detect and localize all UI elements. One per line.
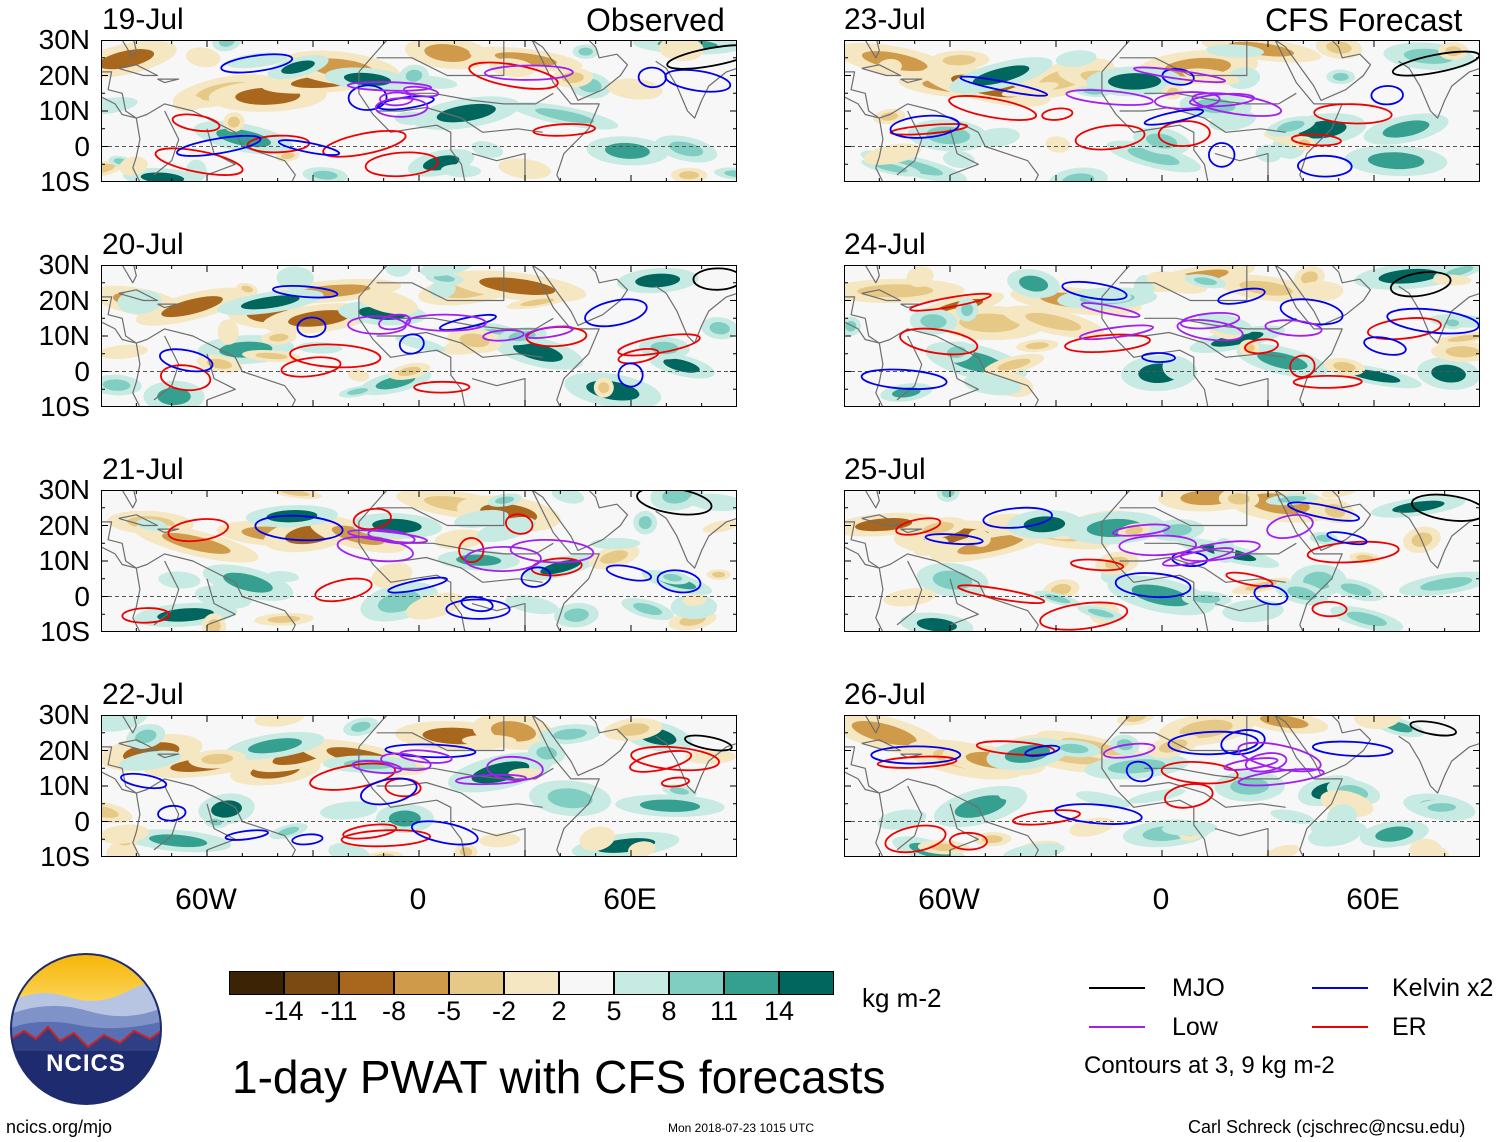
lat-label: 10S <box>40 166 90 197</box>
legend-swatch-mjo <box>1089 987 1145 989</box>
legend-label-kelvin: Kelvin x2 <box>1392 974 1494 1002</box>
lat-label: 10S <box>40 841 90 872</box>
website-link[interactable]: ncics.org/mjo <box>6 1117 113 1137</box>
date-label: 24-Jul <box>844 228 926 261</box>
date-label: 19-Jul <box>102 3 184 36</box>
date-label: 20-Jul <box>102 228 184 261</box>
pwat-map <box>844 40 1480 182</box>
ncics-logo <box>10 953 162 1105</box>
date-label: 25-Jul <box>844 453 926 486</box>
map-panel-forecast-4 <box>844 715 1480 857</box>
colorbar-tick: -14 <box>264 996 304 1026</box>
legend-label-mjo: MJO <box>1172 974 1225 1002</box>
legend-swatch-low <box>1089 1026 1145 1028</box>
lat-label: 20N <box>38 734 90 766</box>
timestamp: Mon 2018-07-23 1015 UTC <box>668 1121 815 1135</box>
lon-label: 60E <box>603 883 657 916</box>
map-panel-forecast-1 <box>844 40 1480 182</box>
lat-label: 20N <box>38 284 90 316</box>
lat-label: 10N <box>38 320 90 351</box>
pwat-map <box>101 715 737 857</box>
legend-swatch-kelvin <box>1312 987 1368 989</box>
lat-label: 10S <box>40 391 90 422</box>
lat-label: 0 <box>74 130 90 162</box>
colorbar-units: kg m-2 <box>862 983 942 1013</box>
legend-label-low: Low <box>1172 1013 1218 1041</box>
map-panel-observed-3 <box>101 490 737 632</box>
colorbar-swatch <box>449 971 504 995</box>
colorbar-swatch <box>779 971 834 995</box>
lat-label: 0 <box>74 580 90 612</box>
lat-label: 30N <box>38 474 90 505</box>
date-label: 23-Jul <box>844 3 926 36</box>
pwat-map <box>844 265 1480 407</box>
colorbar-tick: 5 <box>606 996 622 1026</box>
colorbar-swatch <box>559 971 614 995</box>
colorbar-tick: 11 <box>709 996 739 1026</box>
contour-note: Contours at 3, 9 kg m-2 <box>1084 1052 1335 1079</box>
colorbar-tick: 14 <box>763 996 795 1026</box>
forecast-header: CFS Forecast <box>1265 2 1463 38</box>
colorbar-swatch <box>339 971 394 995</box>
colorbar-tick: -2 <box>491 996 516 1026</box>
lat-label: 10N <box>38 95 90 126</box>
lat-label: 10N <box>38 770 90 801</box>
colorbar-swatch <box>394 971 449 995</box>
date-label: 22-Jul <box>102 678 184 711</box>
lat-label: 20N <box>38 509 90 541</box>
map-panel-forecast-2 <box>844 265 1480 407</box>
pwat-map <box>844 490 1480 632</box>
lat-label: 10N <box>38 545 90 576</box>
figure-title: 1-day PWAT with CFS forecasts <box>232 1051 886 1103</box>
lat-label: 30N <box>38 249 90 280</box>
colorbar-swatch <box>504 971 559 995</box>
colorbar-tick: -8 <box>381 996 406 1026</box>
lat-label: 0 <box>74 355 90 387</box>
legend-label-er: ER <box>1392 1013 1427 1041</box>
colorbar-tick: -11 <box>320 996 358 1026</box>
logo-text: NCICS <box>46 1050 126 1077</box>
colorbar-swatch <box>724 971 779 995</box>
colorbar-swatch <box>284 971 339 995</box>
lon-label: 0 <box>409 883 427 916</box>
lon-label: 60W <box>918 883 980 916</box>
pwat-map <box>844 715 1480 857</box>
colorbar-swatch <box>229 971 284 995</box>
lat-label: 30N <box>38 699 90 730</box>
map-panel-observed-1 <box>101 40 737 182</box>
pwat-map <box>101 40 737 182</box>
map-panel-observed-4 <box>101 715 737 857</box>
lat-label: 30N <box>38 24 90 55</box>
date-label: 21-Jul <box>102 453 184 486</box>
author-credit: Carl Schreck (cjschrec@ncsu.edu) <box>1188 1117 1466 1137</box>
colorbar-swatch <box>614 971 669 995</box>
date-label: 26-Jul <box>844 678 926 711</box>
pwat-map <box>101 265 737 407</box>
lat-label: 20N <box>38 59 90 91</box>
lat-label: 0 <box>74 805 90 837</box>
map-panel-observed-2 <box>101 265 737 407</box>
observed-header: Observed <box>586 2 725 38</box>
colorbar-swatch <box>669 971 724 995</box>
lat-label: 10S <box>40 616 90 647</box>
lon-label: 60E <box>1346 883 1400 916</box>
colorbar-tick: -5 <box>436 996 461 1026</box>
lon-label: 60W <box>175 883 237 916</box>
legend-swatch-er <box>1312 1026 1368 1028</box>
colorbar-tick: 8 <box>661 996 677 1026</box>
lon-label: 0 <box>1152 883 1170 916</box>
map-panel-forecast-3 <box>844 490 1480 632</box>
pwat-map <box>101 490 737 632</box>
colorbar-tick: 2 <box>551 996 567 1026</box>
